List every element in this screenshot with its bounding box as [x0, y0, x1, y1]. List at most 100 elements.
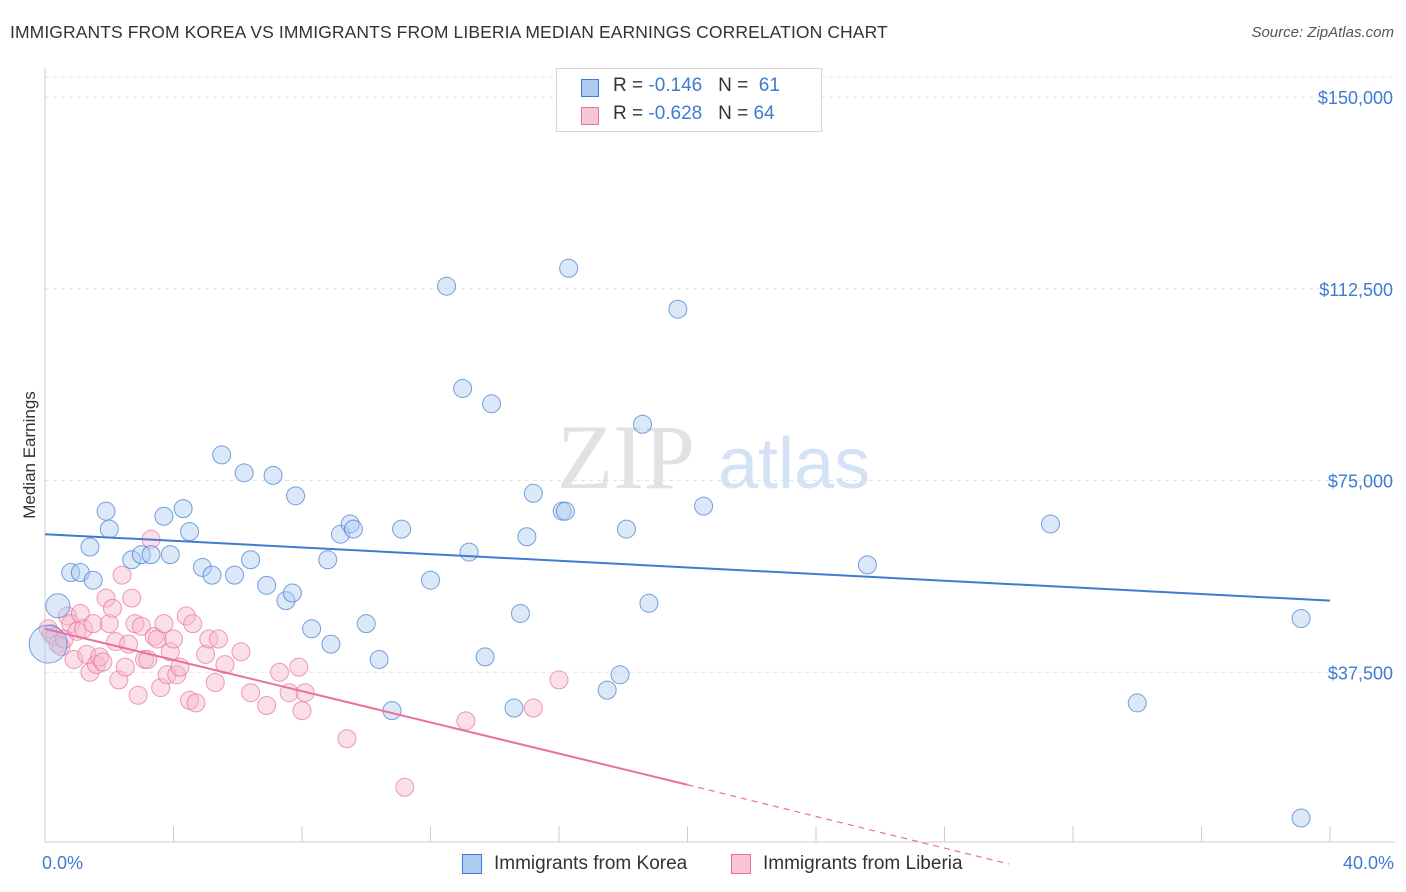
series-korea-points: [28, 258, 1311, 828]
legend-text-korea: R = -0.146 N = 61: [613, 75, 780, 96]
chart-title: IMMIGRANTS FROM KOREA VS IMMIGRANTS FROM…: [10, 22, 888, 42]
korea-point-1: [45, 593, 71, 619]
korea-point-37: [437, 276, 457, 296]
legend-swatch-liberia: [581, 107, 599, 125]
liberia-point-28: [128, 685, 148, 705]
liberia-point-8: [64, 649, 84, 669]
trend-line-liberia-extension: [687, 784, 1009, 865]
korea-point-53: [639, 593, 659, 613]
korea-point-30: [340, 514, 360, 534]
korea-point-44: [517, 527, 537, 547]
legend-text-liberia: R = -0.628 N = 64: [613, 103, 775, 124]
korea-point-10: [141, 545, 161, 565]
korea-point-15: [192, 557, 212, 577]
grid-lines: [45, 76, 1395, 673]
korea-point-32: [356, 614, 376, 634]
liberia-point-29: [131, 616, 151, 636]
watermark-zip: ZIP: [557, 406, 695, 508]
korea-point-6: [96, 501, 116, 521]
liberia-point-16: [90, 647, 110, 667]
korea-point-22: [263, 465, 283, 485]
korea-point-23: [276, 591, 296, 611]
liberia-point-56: [289, 657, 309, 677]
korea-point-5: [83, 570, 103, 590]
korea-point-8: [122, 550, 142, 570]
source-label: Source: ZipAtlas.com: [1251, 24, 1394, 41]
liberia-point-7: [61, 614, 81, 634]
liberia-point-20: [102, 598, 122, 618]
korea-point-4: [80, 537, 100, 557]
korea-point-7: [99, 519, 119, 539]
korea-point-24: [282, 583, 302, 603]
liberia-point-13: [80, 662, 100, 682]
korea-point-47: [555, 501, 575, 521]
liberia-point-52: [241, 683, 261, 703]
liberia-point-50: [215, 655, 235, 675]
liberia-point-17: [93, 652, 113, 672]
x-tick-label-right: 40.0%: [1343, 853, 1394, 873]
korea-point-42: [504, 698, 524, 718]
liberia-point-60: [395, 777, 415, 797]
korea-point-9: [131, 545, 151, 565]
y-tick-labels: $150,000 $112,500 $75,000 $37,500: [1318, 88, 1393, 683]
korea-point-45: [523, 483, 543, 503]
axes: [44, 68, 1395, 843]
liberia-point-45: [186, 693, 206, 713]
korea-point-43: [510, 603, 530, 623]
liberia-point-51: [231, 642, 251, 662]
korea-point-13: [173, 499, 193, 519]
korea-point-54: [668, 299, 688, 319]
liberia-point-47: [199, 629, 219, 649]
korea-point-59: [1291, 609, 1311, 629]
korea-point-19: [234, 463, 254, 483]
liberia-point-42: [176, 606, 196, 626]
correlation-legend: R = -0.146 N = 61 R = -0.628 N = 64: [556, 68, 822, 132]
korea-point-60: [1291, 808, 1311, 828]
liberia-point-22: [109, 670, 129, 690]
korea-point-21: [257, 575, 277, 595]
y-tick-label-0: $150,000: [1318, 88, 1393, 108]
korea-point-2: [61, 563, 81, 583]
series-legend: Immigrants from Korea Immigrants from Li…: [0, 852, 1406, 878]
korea-point-52: [633, 414, 653, 434]
liberia-point-10: [70, 603, 90, 623]
liberia-point-44: [183, 614, 203, 634]
liberia-point-35: [151, 678, 171, 698]
korea-point-25: [286, 486, 306, 506]
korea-point-31: [343, 519, 363, 539]
liberia-point-36: [154, 614, 174, 634]
liberia-point-48: [205, 672, 225, 692]
korea-point-35: [392, 519, 412, 539]
korea-point-51: [616, 519, 636, 539]
korea-point-17: [212, 445, 232, 465]
korea-point-16: [202, 565, 222, 585]
y-tick-label-2: $75,000: [1328, 472, 1393, 492]
liberia-point-26: [122, 588, 142, 608]
liberia-point-57: [292, 701, 312, 721]
series-liberia-points: [38, 529, 569, 797]
legend-item-label-korea: Immigrants from Korea: [494, 853, 688, 874]
korea-point-29: [331, 524, 351, 544]
liberia-point-63: [549, 670, 569, 690]
korea-point-55: [694, 496, 714, 516]
liberia-point-38: [160, 642, 180, 662]
korea-point-0: [28, 624, 68, 664]
korea-point-40: [475, 647, 495, 667]
legend-item-label-liberia: Immigrants from Liberia: [763, 853, 963, 874]
korea-point-49: [597, 680, 617, 700]
y-tick-label-1: $112,500: [1319, 280, 1393, 300]
liberia-point-40: [167, 665, 187, 685]
trend-line-korea: [44, 533, 1331, 602]
korea-point-26: [302, 619, 322, 639]
korea-point-11: [154, 506, 174, 526]
liberia-point-46: [196, 644, 216, 664]
liberia-point-59: [337, 729, 357, 749]
liberia-point-19: [99, 614, 119, 634]
korea-point-28: [321, 634, 341, 654]
korea-point-56: [1041, 514, 1061, 534]
x-tick-label-left: 0.0%: [42, 853, 83, 873]
trend-lines: [44, 533, 1331, 865]
korea-point-58: [1127, 693, 1147, 713]
korea-point-27: [318, 550, 338, 570]
